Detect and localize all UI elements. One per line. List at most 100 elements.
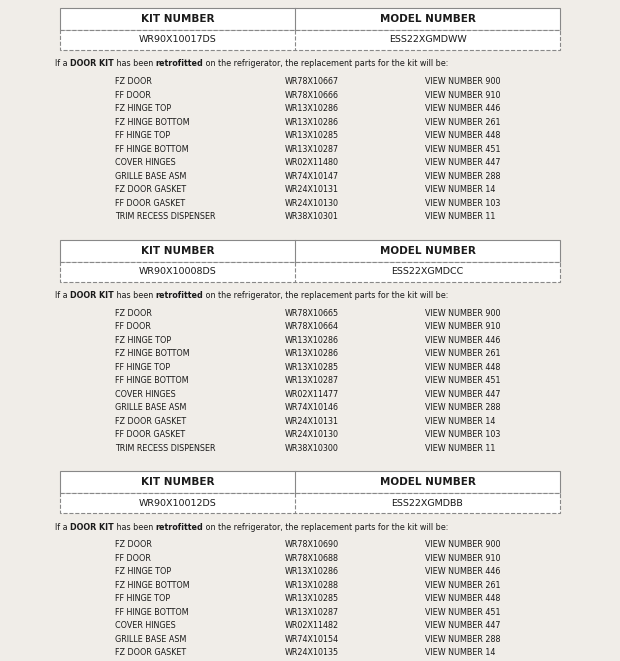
- Text: FZ HINGE TOP: FZ HINGE TOP: [115, 336, 171, 345]
- Text: MODEL NUMBER: MODEL NUMBER: [379, 14, 476, 24]
- Text: retrofitted: retrofitted: [156, 59, 203, 69]
- Text: KIT NUMBER: KIT NUMBER: [141, 14, 215, 24]
- Text: DOOR KIT: DOOR KIT: [70, 291, 114, 300]
- Bar: [60, 30, 560, 50]
- Text: VIEW NUMBER 451: VIEW NUMBER 451: [425, 145, 500, 154]
- Text: VIEW NUMBER 14: VIEW NUMBER 14: [425, 185, 495, 194]
- Text: DOOR KIT: DOOR KIT: [70, 522, 114, 531]
- Text: FZ HINGE TOP: FZ HINGE TOP: [115, 567, 171, 576]
- Text: VIEW NUMBER 910: VIEW NUMBER 910: [425, 323, 500, 331]
- Text: GRILLE BASE ASM: GRILLE BASE ASM: [115, 403, 187, 412]
- Text: If a: If a: [55, 522, 70, 531]
- Text: VIEW NUMBER 447: VIEW NUMBER 447: [425, 621, 500, 630]
- Text: WR24X10131: WR24X10131: [285, 185, 339, 194]
- Text: WR13X10285: WR13X10285: [285, 132, 339, 140]
- Text: VIEW NUMBER 448: VIEW NUMBER 448: [425, 363, 500, 371]
- Text: WR13X10285: WR13X10285: [285, 363, 339, 371]
- Text: VIEW NUMBER 103: VIEW NUMBER 103: [425, 199, 500, 208]
- Text: on the refrigerator, the replacement parts for the kit will be:: on the refrigerator, the replacement par…: [203, 59, 449, 69]
- Text: COVER HINGES: COVER HINGES: [115, 158, 175, 167]
- Text: WR78X10667: WR78X10667: [285, 77, 339, 86]
- Text: WR78X10690: WR78X10690: [285, 540, 339, 549]
- Text: VIEW NUMBER 451: VIEW NUMBER 451: [425, 607, 500, 617]
- Text: VIEW NUMBER 11: VIEW NUMBER 11: [425, 212, 495, 221]
- Text: WR90X10008DS: WR90X10008DS: [139, 267, 216, 276]
- Text: WR13X10285: WR13X10285: [285, 594, 339, 603]
- Text: FF DOOR: FF DOOR: [115, 323, 151, 331]
- Text: COVER HINGES: COVER HINGES: [115, 621, 175, 630]
- Text: VIEW NUMBER 288: VIEW NUMBER 288: [425, 403, 500, 412]
- Text: COVER HINGES: COVER HINGES: [115, 390, 175, 399]
- Text: TRIM RECESS DISPENSER: TRIM RECESS DISPENSER: [115, 212, 216, 221]
- Text: TRIM RECESS DISPENSER: TRIM RECESS DISPENSER: [115, 444, 216, 453]
- Bar: [60, 262, 560, 282]
- Text: FF DOOR: FF DOOR: [115, 554, 151, 563]
- Text: WR13X10288: WR13X10288: [285, 581, 339, 590]
- Text: VIEW NUMBER 446: VIEW NUMBER 446: [425, 104, 500, 113]
- Text: WR24X10135: WR24X10135: [285, 648, 339, 657]
- Text: ESS22XGMDBB: ESS22XGMDBB: [392, 498, 463, 508]
- Bar: [60, 493, 560, 513]
- Text: FZ DOOR: FZ DOOR: [115, 540, 152, 549]
- Text: WR78X10664: WR78X10664: [285, 323, 339, 331]
- Text: FZ DOOR: FZ DOOR: [115, 309, 152, 318]
- Text: KIT NUMBER: KIT NUMBER: [141, 245, 215, 256]
- Text: If a: If a: [55, 291, 70, 300]
- Text: WR02X11480: WR02X11480: [285, 158, 339, 167]
- Text: ESS22XGMDWW: ESS22XGMDWW: [389, 36, 466, 44]
- Text: VIEW NUMBER 261: VIEW NUMBER 261: [425, 118, 500, 127]
- Text: VIEW NUMBER 14: VIEW NUMBER 14: [425, 648, 495, 657]
- Text: If a: If a: [55, 59, 70, 69]
- Text: has been: has been: [114, 59, 156, 69]
- Text: VIEW NUMBER 11: VIEW NUMBER 11: [425, 444, 495, 453]
- Text: retrofitted: retrofitted: [156, 291, 203, 300]
- Text: FF DOOR GASKET: FF DOOR GASKET: [115, 430, 185, 440]
- Text: WR90X10017DS: WR90X10017DS: [139, 36, 216, 44]
- Text: FF HINGE TOP: FF HINGE TOP: [115, 132, 170, 140]
- Text: FZ DOOR GASKET: FZ DOOR GASKET: [115, 185, 186, 194]
- Text: KIT NUMBER: KIT NUMBER: [141, 477, 215, 487]
- Text: WR74X10146: WR74X10146: [285, 403, 339, 412]
- Text: GRILLE BASE ASM: GRILLE BASE ASM: [115, 635, 187, 644]
- Text: MODEL NUMBER: MODEL NUMBER: [379, 245, 476, 256]
- Text: VIEW NUMBER 447: VIEW NUMBER 447: [425, 158, 500, 167]
- Text: FZ HINGE BOTTOM: FZ HINGE BOTTOM: [115, 349, 190, 358]
- Text: VIEW NUMBER 910: VIEW NUMBER 910: [425, 91, 500, 100]
- Text: FF DOOR: FF DOOR: [115, 91, 151, 100]
- Text: FF HINGE TOP: FF HINGE TOP: [115, 594, 170, 603]
- Text: FZ DOOR GASKET: FZ DOOR GASKET: [115, 416, 186, 426]
- Text: VIEW NUMBER 900: VIEW NUMBER 900: [425, 77, 500, 86]
- Text: VIEW NUMBER 448: VIEW NUMBER 448: [425, 132, 500, 140]
- Text: on the refrigerator, the replacement parts for the kit will be:: on the refrigerator, the replacement par…: [203, 522, 449, 531]
- Text: FF HINGE TOP: FF HINGE TOP: [115, 363, 170, 371]
- Bar: [60, 239, 560, 262]
- Bar: [60, 8, 560, 30]
- Text: VIEW NUMBER 448: VIEW NUMBER 448: [425, 594, 500, 603]
- Text: WR13X10286: WR13X10286: [285, 567, 339, 576]
- Text: WR38X10301: WR38X10301: [285, 212, 339, 221]
- Text: FZ DOOR GASKET: FZ DOOR GASKET: [115, 648, 186, 657]
- Text: VIEW NUMBER 288: VIEW NUMBER 288: [425, 172, 500, 180]
- Text: WR78X10665: WR78X10665: [285, 309, 339, 318]
- Text: WR13X10286: WR13X10286: [285, 336, 339, 345]
- Text: DOOR KIT: DOOR KIT: [70, 59, 114, 69]
- Text: WR13X10287: WR13X10287: [285, 145, 339, 154]
- Text: ESS22XGMDCC: ESS22XGMDCC: [391, 267, 464, 276]
- Text: VIEW NUMBER 447: VIEW NUMBER 447: [425, 390, 500, 399]
- Text: VIEW NUMBER 910: VIEW NUMBER 910: [425, 554, 500, 563]
- Bar: [60, 471, 560, 493]
- Text: FF HINGE BOTTOM: FF HINGE BOTTOM: [115, 145, 188, 154]
- Text: VIEW NUMBER 261: VIEW NUMBER 261: [425, 581, 500, 590]
- Text: VIEW NUMBER 900: VIEW NUMBER 900: [425, 309, 500, 318]
- Text: WR02X11477: WR02X11477: [285, 390, 339, 399]
- Text: WR78X10666: WR78X10666: [285, 91, 339, 100]
- Text: has been: has been: [114, 522, 156, 531]
- Text: WR13X10286: WR13X10286: [285, 349, 339, 358]
- Text: WR24X10130: WR24X10130: [285, 430, 339, 440]
- Text: FF DOOR GASKET: FF DOOR GASKET: [115, 199, 185, 208]
- Text: VIEW NUMBER 261: VIEW NUMBER 261: [425, 349, 500, 358]
- Text: FZ DOOR: FZ DOOR: [115, 77, 152, 86]
- Text: FZ HINGE BOTTOM: FZ HINGE BOTTOM: [115, 581, 190, 590]
- Text: FF HINGE BOTTOM: FF HINGE BOTTOM: [115, 607, 188, 617]
- Text: WR78X10688: WR78X10688: [285, 554, 339, 563]
